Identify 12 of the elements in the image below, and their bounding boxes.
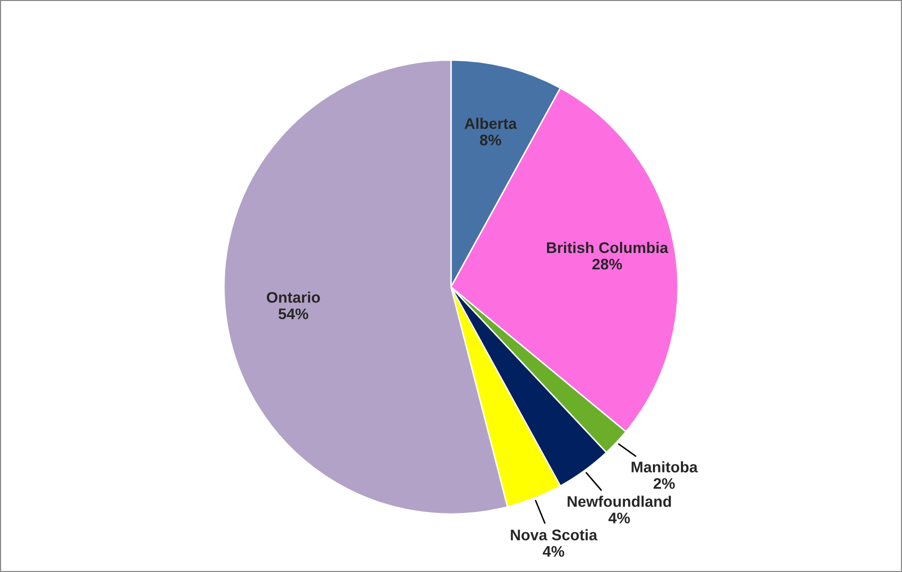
slice-label: British Columbia xyxy=(546,242,668,254)
data-label: 8% xyxy=(480,134,502,146)
slice-label: Ontario xyxy=(266,292,320,303)
slice-label: Newfoundland xyxy=(568,496,671,507)
data-label: 2% xyxy=(654,478,675,489)
slice-label: Nova Scotia xyxy=(510,529,598,540)
slice-label: Alberta xyxy=(464,118,517,129)
data-label: 4% xyxy=(542,546,564,557)
data-label: 4% xyxy=(608,512,630,524)
data-label: 54% xyxy=(278,308,308,320)
slice-label: Manitoba xyxy=(632,461,698,472)
data-label: 28% xyxy=(592,258,622,270)
